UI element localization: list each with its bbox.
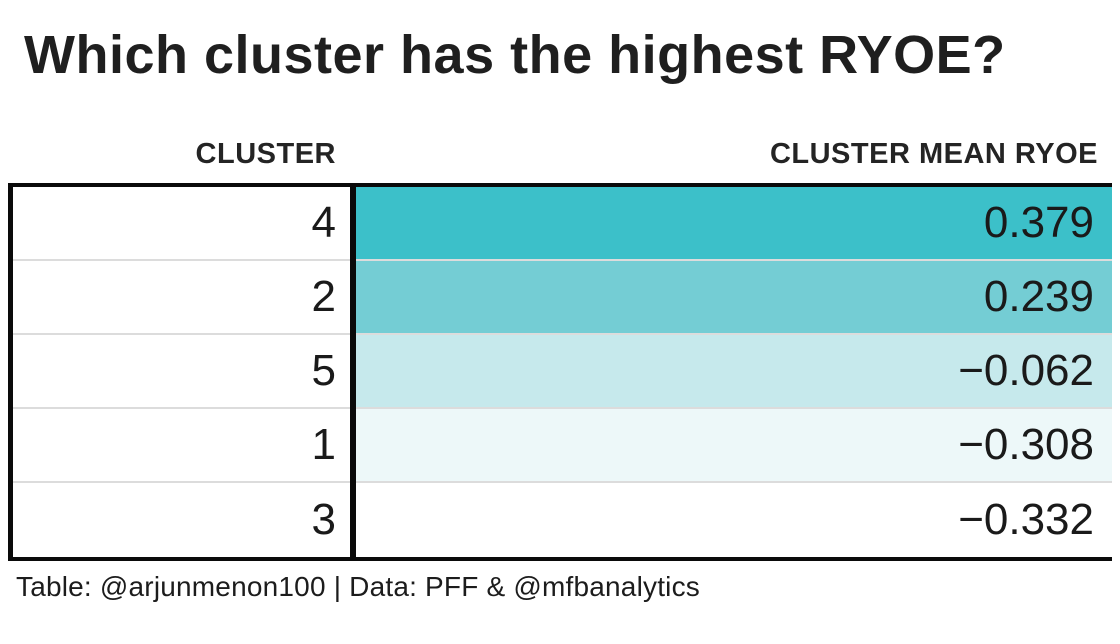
caption: Table: @arjunmenon100 | Data: PFF & @mfb… [16,571,701,603]
table-row: 4 0.379 [13,187,1112,262]
table-row: 5 −0.062 [13,335,1112,410]
cluster-cell: 1 [311,420,336,470]
ryoe-cell: 0.239 [350,261,1112,334]
page-title: Which cluster has the highest RYOE? [24,25,1006,85]
cluster-cell: 2 [311,272,336,322]
ryoe-cell: 0.379 [350,187,1112,260]
table: 4 0.379 2 0.239 5 −0.062 1 −0.308 3 −0.3… [8,183,1112,562]
ryoe-cell: −0.062 [350,335,1112,408]
cluster-cell: 4 [311,198,336,248]
column-header-ryoe: CLUSTER MEAN RYOE [769,138,1098,171]
cluster-cell: 5 [311,346,336,396]
table-header: CLUSTER CLUSTER MEAN RYOE [8,85,1112,183]
ryoe-cell: −0.308 [350,409,1112,482]
table-graphic: Which cluster has the highest RYOE? CLUS… [0,25,1120,644]
table-row: 1 −0.308 [13,409,1112,484]
cluster-cell: 3 [311,495,336,545]
table-row: 3 −0.332 [13,483,1112,558]
ryoe-cell: −0.332 [350,483,1112,558]
column-divider [350,187,356,558]
table-row: 2 0.239 [13,261,1112,336]
column-header-cluster: CLUSTER [195,138,336,171]
